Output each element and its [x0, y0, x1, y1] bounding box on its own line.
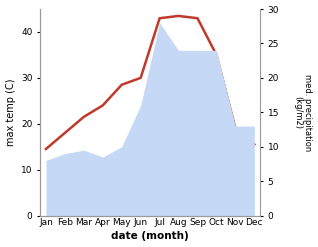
Y-axis label: max temp (C): max temp (C)	[5, 79, 16, 146]
Y-axis label: med. precipitation
(kg/m2): med. precipitation (kg/m2)	[293, 74, 313, 151]
X-axis label: date (month): date (month)	[111, 231, 189, 242]
